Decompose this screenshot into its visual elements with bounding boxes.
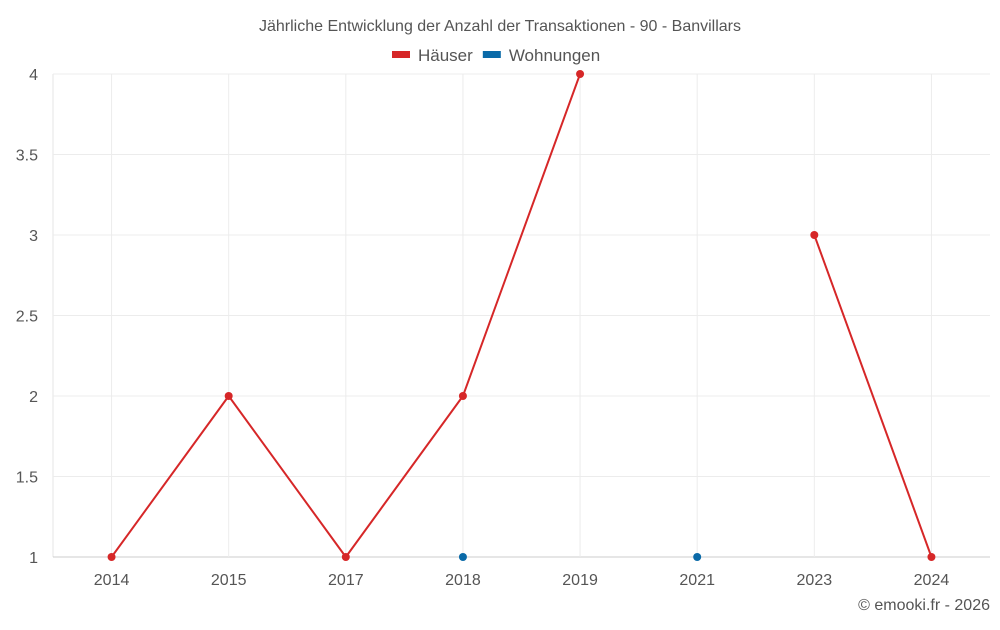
data-point <box>927 553 936 561</box>
data-point <box>693 553 702 561</box>
data-point <box>224 392 233 400</box>
y-tick-label: 3 <box>29 228 38 245</box>
x-tick-label: 2024 <box>914 572 950 589</box>
x-tick-label: 2018 <box>445 572 481 589</box>
chart-title: Jährliche Entwicklung der Anzahl der Tra… <box>259 18 741 35</box>
x-tick-label: 2023 <box>797 572 833 589</box>
legend: Häuser Wohnungen <box>392 46 600 65</box>
data-point <box>341 553 350 561</box>
y-tick-label: 4 <box>29 67 38 84</box>
x-tick-label: 2015 <box>211 572 247 589</box>
y-tick-label: 3.5 <box>16 148 38 165</box>
grid <box>52 73 990 558</box>
legend-swatch <box>482 51 501 58</box>
data-point <box>810 231 819 239</box>
legend-label: Häuser <box>418 46 473 65</box>
series <box>107 70 936 561</box>
x-tick-label: 2017 <box>328 572 364 589</box>
x-tick-label: 2019 <box>562 572 598 589</box>
x-tick-label: 2014 <box>94 572 130 589</box>
legend-label: Wohnungen <box>509 46 600 65</box>
x-axis: 2014 2015 2017 2018 2019 2021 2023 2024 <box>94 572 950 589</box>
data-point <box>107 553 116 561</box>
credit-text: © emooki.fr - 2026 <box>858 597 990 614</box>
y-axis: 1 1.5 2 2.5 3 3.5 4 <box>16 67 38 567</box>
y-tick-label: 1 <box>29 550 38 567</box>
data-point <box>458 392 467 400</box>
y-tick-label: 2 <box>29 389 38 406</box>
data-point <box>576 70 585 78</box>
data-point <box>458 553 467 561</box>
series-line-0 <box>813 234 933 558</box>
y-tick-label: 2.5 <box>16 309 38 326</box>
legend-swatch <box>392 51 410 58</box>
x-tick-label: 2021 <box>679 572 715 589</box>
y-tick-label: 1.5 <box>16 470 38 487</box>
